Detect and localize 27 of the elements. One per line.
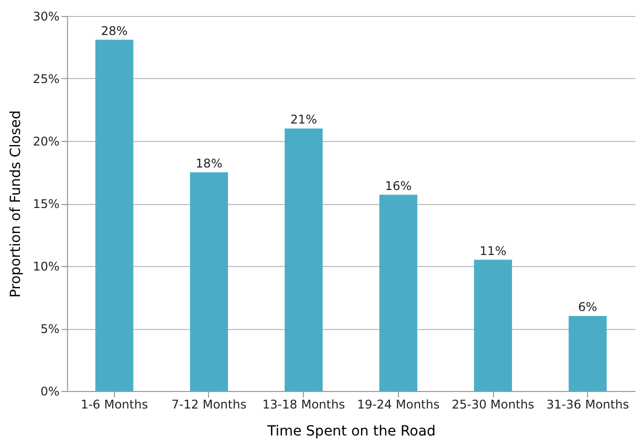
y-tick-label: 25% (32, 72, 60, 86)
x-tick-label: 1-6 Months (80, 398, 148, 412)
y-tick-label: 20% (32, 134, 60, 148)
x-tick-label: 7-12 Months (172, 398, 246, 412)
y-axis-title: Proportion of Funds Closed (8, 110, 24, 298)
data-label: 16% (384, 178, 412, 193)
bar (474, 260, 512, 391)
y-tick-label: 5% (40, 322, 60, 336)
x-axis-title: Time Spent on the Road (266, 424, 436, 440)
data-label: 18% (196, 156, 222, 170)
data-label: 6% (578, 300, 598, 314)
data-label: 28% (100, 24, 128, 38)
y-tick-label: 15% (32, 197, 60, 211)
bar (95, 40, 134, 391)
data-label: 11% (480, 244, 506, 258)
y-tick-label: 10% (32, 260, 60, 274)
bar (379, 194, 418, 391)
data-label: 21% (290, 112, 318, 126)
y-tick-label: 0% (40, 384, 60, 398)
y-tick-label: 30% (32, 10, 60, 24)
x-tick-label: 31-36 Months (546, 398, 629, 412)
x-tick-label: 13-18 Months (262, 398, 345, 412)
bar (568, 316, 607, 391)
bar (190, 172, 228, 391)
bar (284, 128, 323, 391)
x-tick-label: 25-30 Months (452, 398, 534, 412)
x-tick-label: 19-24 Months (357, 398, 440, 412)
